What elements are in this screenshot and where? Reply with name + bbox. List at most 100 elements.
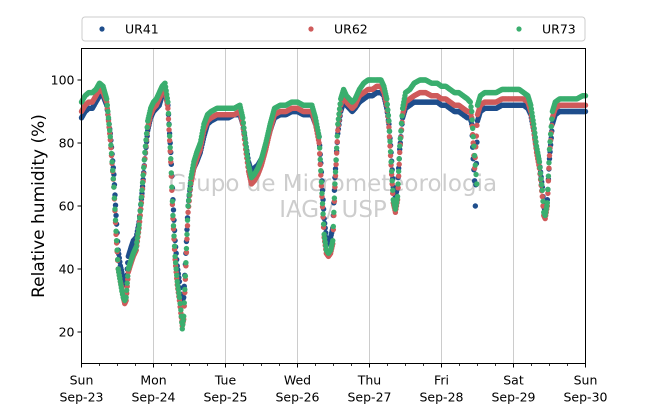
data-point-ur73 [331,209,337,215]
data-point-ur73 [470,134,476,140]
data-point-ur73 [139,187,145,193]
data-point-ur73 [143,130,150,137]
data-point-ur62 [474,122,480,129]
data-point-ur73 [242,135,248,141]
data-point-ur73 [135,226,142,233]
data-point-ur62 [333,150,340,156]
data-point-ur41 [472,203,479,209]
data-point-ur73 [184,217,191,223]
data-point-ur73 [124,280,130,286]
data-point-ur73 [388,168,395,175]
x-tick-day-1: Mon [140,373,166,388]
data-point-ur73 [181,300,187,306]
data-point-ur73 [185,203,191,209]
data-point-ur62 [397,149,403,156]
data-point-ur73 [318,168,324,174]
data-point-ur73 [185,197,192,204]
data-point-ur73 [548,123,554,130]
data-point-ur73 [176,294,183,301]
data-point-ur73 [335,116,342,122]
data-point-ur73 [180,321,186,328]
y-tick-label-100: 100 [51,73,75,88]
data-point-ur73 [532,130,538,136]
axes: 20 40 60 80 100 Sun Sep-23 Mon Sep-24 Tue Sep-25 We… [51,73,608,405]
x-tick-date-3: Sep-26 [276,390,320,405]
data-point-ur73 [471,143,477,149]
data-point-ur62 [387,143,393,149]
data-point-ur73 [175,282,181,289]
data-point-ur73 [385,112,392,119]
legend-label-ur41: UR41 [125,22,159,37]
data-point-ur73 [530,121,537,127]
data-point-ur62 [332,173,339,179]
data-point-ur73 [545,186,551,193]
data-point-ur73 [397,143,403,149]
data-point-ur73 [182,273,189,279]
data-point-ur73 [140,172,146,178]
data-point-ur73 [390,187,396,193]
data-point-ur41 [113,212,119,219]
data-point-ur73 [134,239,140,246]
data-point-ur62 [165,116,172,122]
data-point-ur62 [546,152,553,159]
data-point-ur62 [184,236,190,242]
data-point-ur73 [547,139,553,145]
data-point-ur73 [242,140,249,146]
data-point-ur62 [166,137,173,144]
data-point-ur62 [167,148,173,154]
data-point-ur62 [333,161,339,168]
data-point-ur62 [334,139,340,145]
data-point-ur73 [110,167,116,173]
data-point-ur41 [181,294,187,301]
data-point-ur73 [394,193,401,200]
y-tick-label-20: 20 [59,325,75,340]
x-tick-day-3: Wed [284,373,311,388]
legend-label-ur62: UR62 [334,22,368,37]
legend-marker-ur41 [99,26,105,32]
data-point-ur73 [165,110,172,117]
data-point-ur73 [125,273,131,279]
data-point-ur73 [531,125,537,132]
data-point-ur73 [104,102,111,108]
data-point-ur62 [184,222,191,229]
data-point-ur73 [107,127,113,134]
data-point-ur73 [240,115,246,121]
data-point-ur73 [321,231,327,238]
data-point-ur73 [399,113,405,119]
data-point-ur62 [165,105,171,112]
data-point-ur73 [172,260,179,266]
data-point-ur73 [330,223,337,230]
data-point-ur73 [398,120,405,127]
data-point-ur62 [387,152,394,159]
y-axis-label: Relative humidity (%) [29,114,49,298]
data-point-ur73 [170,212,176,219]
data-point-ur73 [141,164,147,171]
data-point-ur73 [113,237,120,244]
data-point-ur73 [336,106,343,112]
data-point-ur73 [139,179,146,186]
data-point-ur62 [396,161,402,167]
data-point-ur73 [532,134,539,141]
legend-marker-ur73 [516,26,522,32]
data-point-ur73 [114,256,121,263]
data-point-ur73 [111,195,118,201]
data-point-ur73 [168,156,174,162]
data-point-ur73 [181,313,187,319]
data-point-ur73 [123,294,129,301]
data-point-ur41 [112,202,119,208]
data-point-ur73 [536,159,543,165]
data-point-ur73 [177,300,183,307]
data-point-ur62 [545,178,552,184]
data-point-ur73 [547,131,554,137]
data-point-ur73 [105,108,111,115]
data-point-ur73 [537,170,544,176]
data-point-ur73 [173,266,179,272]
x-tick-day-6: Sat [503,373,524,388]
data-point-ur62 [335,127,341,134]
data-point-ur73 [241,130,248,136]
data-point-ur62 [318,183,325,189]
data-point-ur73 [178,307,184,313]
data-point-ur73 [142,149,148,156]
data-point-ur73 [138,201,144,207]
data-point-ur73 [395,168,402,175]
